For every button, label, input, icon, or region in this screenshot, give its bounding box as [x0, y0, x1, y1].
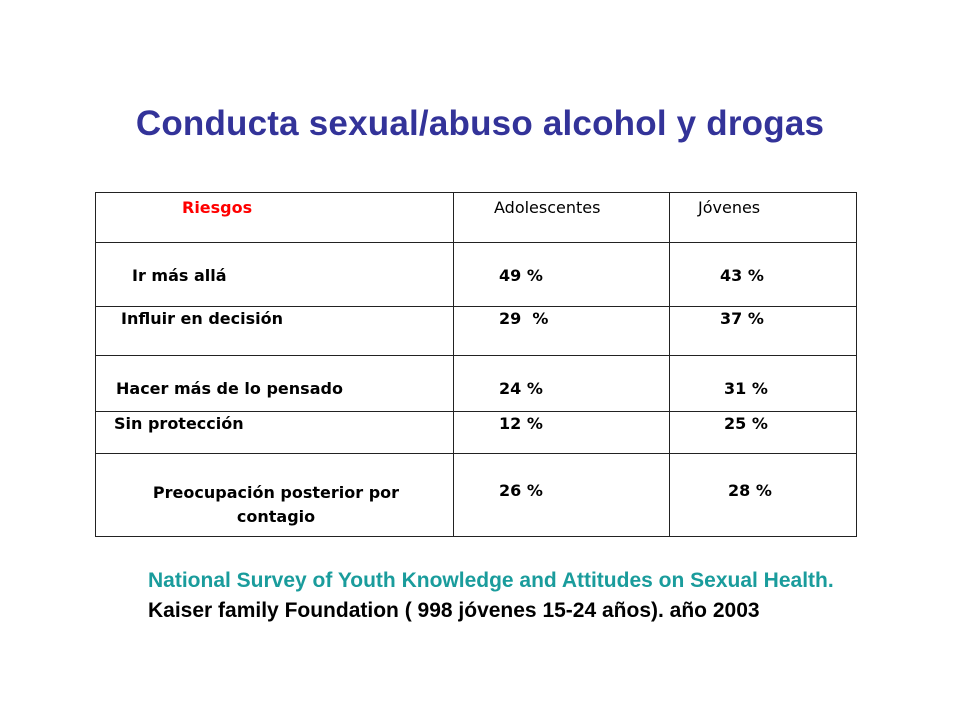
table-row: Influir en decisión 29 % 37 % [95, 306, 857, 356]
header-young-label: Jóvenes [698, 198, 761, 217]
risk-label: Ir más allá [132, 266, 227, 285]
young-cell: 25 % [669, 411, 857, 454]
risk-cell: Hacer más de lo pensado [95, 355, 454, 412]
header-adolescents-label: Adolescentes [494, 198, 601, 217]
source-citation: National Survey of Youth Knowledge and A… [148, 566, 848, 626]
young-cell: 43 % [669, 242, 857, 307]
header-cell-adolescents: Adolescentes [453, 192, 670, 243]
young-cell: 31 % [669, 355, 857, 412]
adolescents-value: 29 % [499, 309, 549, 328]
risk-cell: Preocupación posterior por contagio [95, 453, 454, 537]
header-risk-label: Riesgos [182, 198, 253, 217]
adolescents-cell: 29 % [453, 306, 670, 356]
adolescents-value: 12 % [499, 414, 543, 433]
adolescents-cell: 26 % [453, 453, 670, 537]
table-row: Preocupación posterior por contagio 26 %… [95, 453, 857, 537]
young-value: 43 % [720, 266, 764, 285]
risk-cell: Sin protección [95, 411, 454, 454]
table-header-row: Riesgos Adolescentes Jóvenes [95, 192, 857, 243]
young-value: 31 % [724, 379, 768, 398]
risk-label: Influir en decisión [121, 309, 284, 328]
header-cell-risk: Riesgos [95, 192, 454, 243]
young-value: 28 % [728, 481, 772, 500]
header-cell-young: Jóvenes [669, 192, 857, 243]
risk-label: Preocupación posterior por contagio [152, 483, 400, 526]
young-cell: 37 % [669, 306, 857, 356]
risk-cell: Influir en decisión [95, 306, 454, 356]
table-row: Sin protección 12 % 25 % [95, 411, 857, 454]
risk-cell: Ir más allá [95, 242, 454, 307]
citation-source-details: Kaiser family Foundation ( 998 jóvenes 1… [148, 599, 760, 622]
risk-label: Hacer más de lo pensado [116, 379, 343, 398]
risk-table: Riesgos Adolescentes Jóvenes Ir más allá… [95, 192, 857, 537]
adolescents-cell: 12 % [453, 411, 670, 454]
table-row: Hacer más de lo pensado 24 % 31 % [95, 355, 857, 412]
adolescents-value: 26 % [499, 481, 543, 500]
risk-label: Sin protección [114, 414, 244, 433]
adolescents-cell: 24 % [453, 355, 670, 412]
adolescents-cell: 49 % [453, 242, 670, 307]
slide-title: Conducta sexual/abuso alcohol y drogas [135, 104, 825, 143]
adolescents-value: 49 % [499, 266, 543, 285]
adolescents-value: 24 % [499, 379, 543, 398]
table-row: Ir más allá 49 % 43 % [95, 242, 857, 307]
citation-survey-name: National Survey of Youth Knowledge and A… [148, 569, 834, 592]
young-value: 37 % [720, 309, 764, 328]
young-value: 25 % [724, 414, 768, 433]
young-cell: 28 % [669, 453, 857, 537]
